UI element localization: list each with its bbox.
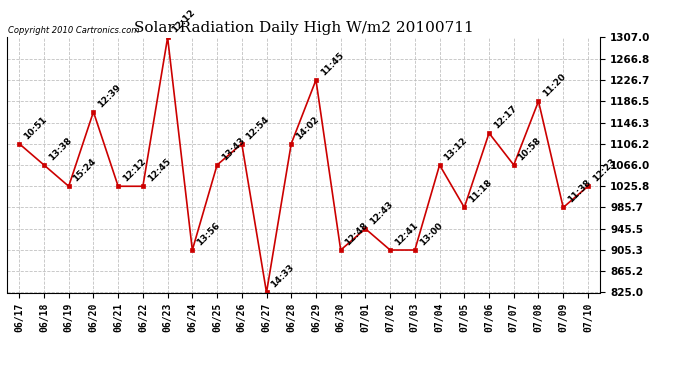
Text: 12:12: 12:12	[170, 8, 197, 35]
Text: 11:18: 11:18	[467, 178, 494, 205]
Text: 13:00: 13:00	[417, 221, 444, 247]
Text: 12:39: 12:39	[96, 82, 123, 109]
Text: 12:48: 12:48	[344, 220, 370, 247]
Text: 11:45: 11:45	[319, 51, 346, 77]
Text: 10:51: 10:51	[22, 114, 48, 141]
Text: 13:56: 13:56	[195, 220, 221, 247]
Text: 12:12: 12:12	[121, 157, 148, 183]
Text: 12:23: 12:23	[591, 157, 618, 183]
Text: 12:17: 12:17	[492, 104, 518, 130]
Text: 15:24: 15:24	[72, 157, 98, 183]
Text: 11:38: 11:38	[566, 178, 593, 205]
Text: 13:43: 13:43	[220, 135, 246, 162]
Text: 14:02: 14:02	[294, 114, 321, 141]
Text: 12:54: 12:54	[244, 114, 271, 141]
Text: Copyright 2010 Cartronics.com: Copyright 2010 Cartronics.com	[8, 26, 139, 35]
Title: Solar Radiation Daily High W/m2 20100711: Solar Radiation Daily High W/m2 20100711	[134, 21, 473, 35]
Text: 12:45: 12:45	[146, 157, 172, 183]
Text: 14:33: 14:33	[269, 263, 296, 290]
Text: 12:43: 12:43	[368, 199, 395, 226]
Text: 12:41: 12:41	[393, 220, 420, 247]
Text: 13:12: 13:12	[442, 136, 469, 162]
Text: 13:38: 13:38	[47, 136, 73, 162]
Text: 11:20: 11:20	[541, 72, 568, 99]
Text: 10:58: 10:58	[517, 136, 543, 162]
